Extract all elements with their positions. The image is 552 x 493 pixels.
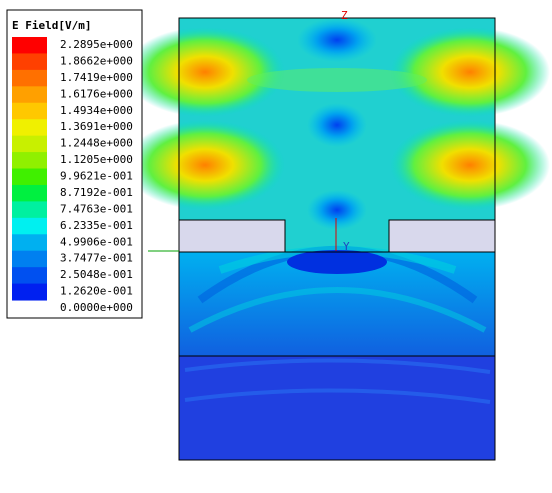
legend-color-band xyxy=(12,168,47,186)
legend-color-band xyxy=(12,184,47,202)
legend-label: 6.2335e-001 xyxy=(60,219,133,232)
field-region xyxy=(125,17,550,461)
legend-label: 9.9621e-001 xyxy=(60,170,133,183)
legend-label: 2.2895e+000 xyxy=(60,38,133,51)
legend-color-band xyxy=(12,250,47,268)
legend: E Field[V/m] 2.2895e+000 1.8662e+000 1.741… xyxy=(6,9,143,319)
legend-color-band xyxy=(12,135,47,153)
legend-label: 1.8662e+000 xyxy=(60,54,133,67)
legend-label: 4.9906e-001 xyxy=(60,235,133,248)
legend-color-band xyxy=(12,283,47,301)
legend-label: 0.0000e+000 xyxy=(60,301,133,314)
legend-label: 2.5048e-001 xyxy=(60,268,133,281)
legend-label: 1.3691e+000 xyxy=(60,120,133,133)
legend-label: 1.1205e+000 xyxy=(60,153,133,166)
legend-color-band xyxy=(12,152,47,170)
legend-color-band xyxy=(12,86,47,104)
legend-label: 1.2620e-001 xyxy=(60,285,133,298)
legend-color-band xyxy=(12,119,47,137)
legend-color-band xyxy=(12,53,47,71)
legend-color-band xyxy=(12,234,47,252)
axis-y-label: Y xyxy=(343,240,350,253)
axis-triad: Z Y xyxy=(148,9,350,253)
legend-label: 1.7419e+000 xyxy=(60,71,133,84)
legend-title: E Field[V/m] xyxy=(12,19,91,32)
legend-label: 1.4934e+000 xyxy=(60,104,133,117)
axis-z-label: Z xyxy=(341,9,348,22)
legend-label: 7.4763e-001 xyxy=(60,202,133,215)
legend-color-band xyxy=(12,102,47,120)
legend-color-band xyxy=(12,217,47,235)
legend-color-band xyxy=(12,69,47,87)
legend-label: 1.2448e+000 xyxy=(60,137,133,150)
legend-label: 3.7477e-001 xyxy=(60,252,133,265)
legend-label: 8.7192e-001 xyxy=(60,186,133,199)
legend-color-band xyxy=(12,267,47,285)
legend-color-band xyxy=(12,201,47,219)
legend-color-band xyxy=(12,37,47,54)
legend-label: 1.6176e+000 xyxy=(60,87,133,100)
